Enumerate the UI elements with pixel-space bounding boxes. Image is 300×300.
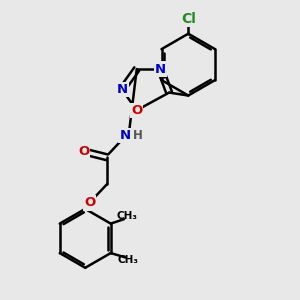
Text: O: O [84, 196, 95, 209]
Text: H: H [132, 129, 142, 142]
Text: O: O [131, 104, 142, 117]
Text: Cl: Cl [181, 12, 196, 26]
Text: CH₃: CH₃ [116, 211, 137, 221]
Text: N: N [119, 129, 130, 142]
Text: CH₃: CH₃ [118, 255, 139, 266]
Text: N: N [116, 83, 128, 96]
Text: O: O [78, 145, 89, 158]
Text: N: N [155, 62, 166, 76]
